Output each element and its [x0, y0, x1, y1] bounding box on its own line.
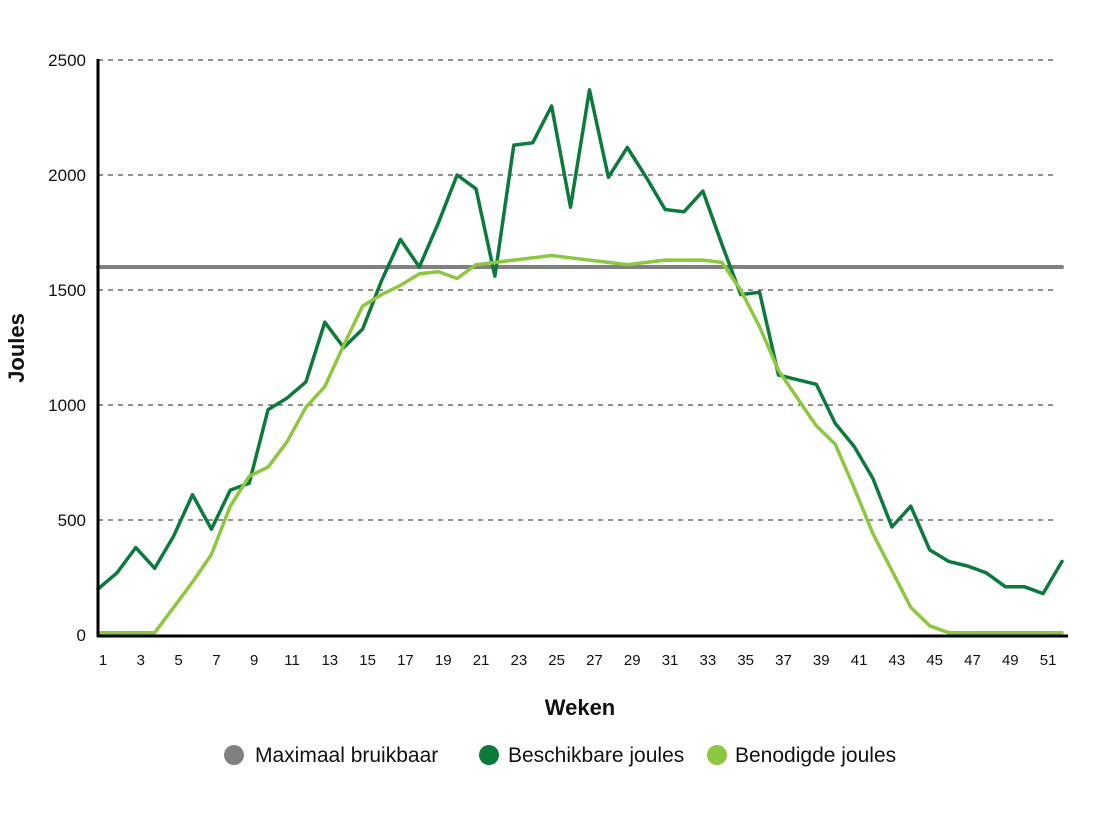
x-tick-label: 19	[435, 652, 452, 669]
x-tick-label: 5	[174, 652, 182, 669]
x-tick-label: 37	[775, 652, 792, 669]
gridlines	[98, 59, 1055, 521]
x-tick-label: 13	[321, 652, 338, 669]
axes	[96, 59, 1068, 638]
x-tick-label: 23	[510, 652, 527, 669]
legend-marker	[707, 745, 727, 765]
x-tick-label: 31	[662, 652, 679, 669]
x-tick-label: 9	[250, 652, 258, 669]
x-tick-label: 11	[284, 652, 300, 669]
x-tick-label: 35	[737, 652, 754, 669]
legend-marker	[224, 745, 244, 765]
y-tick-label: 2000	[48, 166, 86, 185]
y-tick-label: 1000	[48, 396, 86, 415]
legend: Maximaal bruikbaar Beschikbare joules Beno…	[224, 744, 896, 767]
x-tick-label: 25	[548, 652, 565, 669]
x-tick-label: 15	[359, 652, 376, 669]
x-tick-label: 47	[964, 652, 981, 669]
x-tick-label: 29	[624, 652, 641, 669]
series-line-beschikbare-joules	[96, 88, 1064, 596]
y-tick-label: 2500	[48, 51, 86, 70]
x-tick-label: 33	[700, 652, 717, 669]
x-tick-label: 41	[851, 652, 868, 669]
legend-label: Maximaal bruikbaar	[255, 744, 438, 767]
x-tick-label: 3	[137, 652, 145, 669]
x-tick-label: 49	[1002, 652, 1019, 669]
legend-label: Beschikbare joules	[508, 744, 684, 767]
x-tick-label: 45	[926, 652, 943, 669]
x-tick-label: 21	[473, 652, 490, 669]
y-tick-labels: 0 500 1000 1500 2000 2500	[48, 51, 86, 645]
x-tick-label: 1	[99, 652, 107, 669]
x-tick-label: 39	[813, 652, 830, 669]
x-axis-title: Weken	[545, 695, 616, 720]
series-line-benodigde-joules	[96, 253, 1064, 635]
x-tick-label: 17	[397, 652, 414, 669]
y-tick-label: 1500	[48, 281, 86, 300]
series-lines	[96, 88, 1064, 635]
y-axis-title: Joules	[4, 313, 29, 383]
legend-label: Benodigde joules	[735, 744, 896, 767]
legend-marker	[479, 745, 499, 765]
y-tick-label: 0	[77, 626, 86, 645]
x-tick-label: 7	[212, 652, 220, 669]
x-tick-label: 43	[889, 652, 906, 669]
x-tick-label: 51	[1040, 652, 1057, 669]
x-tick-label: 27	[586, 652, 603, 669]
y-tick-label: 500	[58, 511, 86, 530]
x-tick-labels: 1 3 5 7 9 11 13 15 17 19 21 23 25 27 29 31 33 35 37 39 41 43 4…	[99, 652, 1057, 669]
